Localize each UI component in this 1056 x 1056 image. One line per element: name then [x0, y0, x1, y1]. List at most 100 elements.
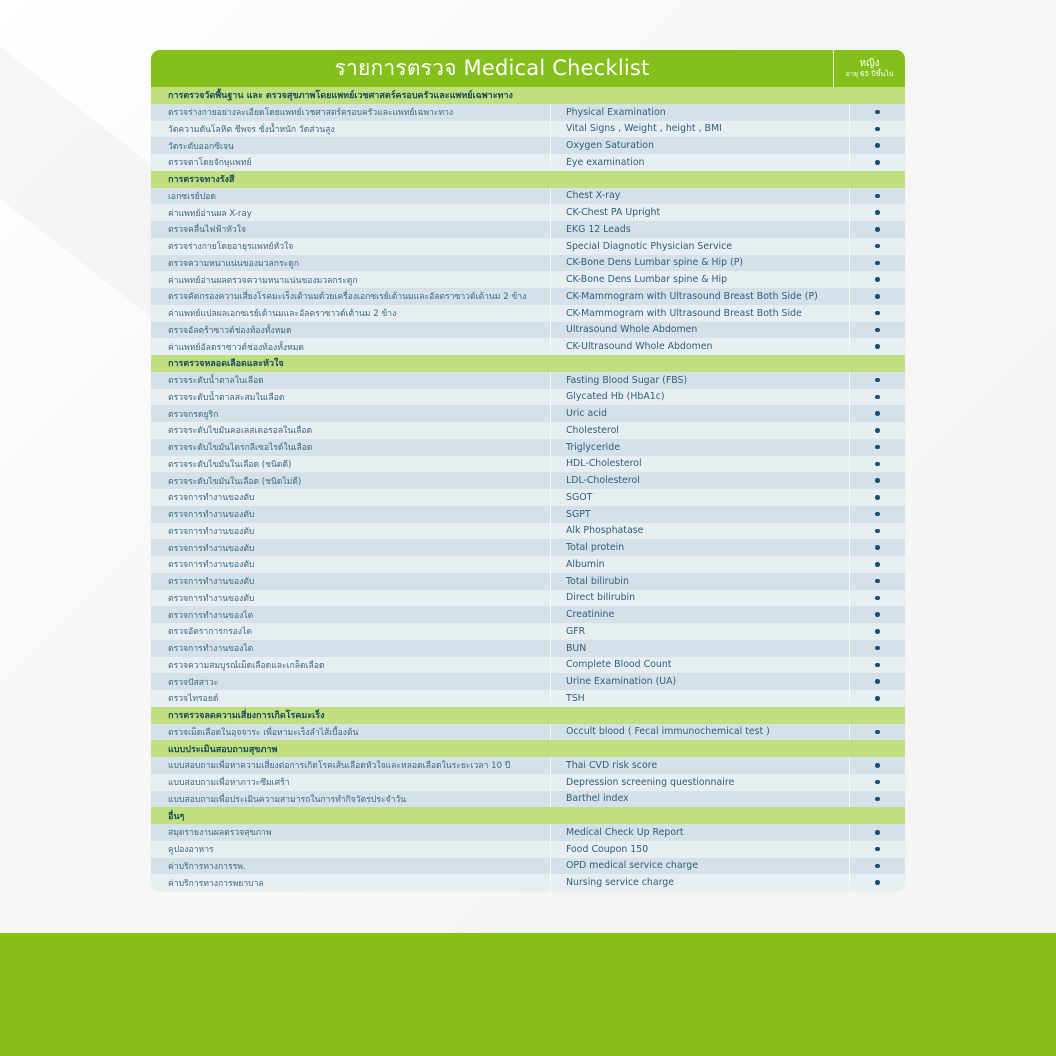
bullet-dot-icon	[875, 662, 880, 668]
table-row: ตรวจอัตราการกรองไต GFR	[151, 623, 905, 640]
section-title: การตรวจทางรังสี	[168, 175, 235, 186]
item-thai-label: แบบสอบถามเพื่อหาภาวะซึมเศร้า	[168, 778, 290, 789]
item-thai-label: ตรวจระดับน้ำตาลสะสมในเลือด	[168, 392, 285, 403]
item-included-cell	[849, 405, 905, 422]
table-body: การตรวจวัดพื้นฐาน และ ตรวจสุขภาพโดยแพทย์…	[151, 87, 905, 891]
item-included-cell	[849, 338, 905, 355]
item-included-cell	[849, 388, 905, 406]
table-row: ตรวจการทำงานของตับ SGPT	[151, 505, 905, 523]
table-row: ตรวจการทำงานของตับ Direct bilirubin	[151, 589, 905, 607]
table-row: ตรวจร่างกายอย่างละเอียดโดยแพทย์เวชศาสตร์…	[151, 103, 905, 121]
bullet-dot-icon	[875, 696, 880, 701]
table-row: ตรวจการทำงานของไต BUN	[151, 639, 905, 657]
table-row: ตรวจระดับน้ำตาลสะสมในเลือด Glycated Hb (H…	[151, 388, 905, 406]
table-row: ตรวจระดับไขมันไตรกลีเซอไรด์ในเลือด Trigly…	[151, 438, 905, 456]
item-thai-label: ตรวจตาโดยจักษุแพทย์	[168, 158, 252, 169]
bullet-dot-icon	[875, 511, 880, 517]
bullet-dot-icon	[875, 612, 880, 617]
section-title: แบบประเมินสอบถามสุขภาพ	[168, 744, 278, 755]
item-included-cell	[849, 840, 905, 858]
item-thai-label: ตรวจระดับไขมันไตรกลีเซอไรด์ในเลือด	[168, 443, 313, 454]
bullet-dot-icon	[875, 545, 880, 550]
item-thai-label: ตรวจคัดกรองความเสี่ยงโรคมะเร็งเต้านมด้วย…	[168, 292, 527, 303]
section-header: การตรวจหลอดเลือดและหัวใจ	[151, 355, 905, 372]
item-english-label: Uric acid	[550, 405, 849, 422]
bottom-green-band	[0, 933, 1056, 1056]
item-thai-label: ตรวจความหนาแน่นของมวลกระดูก	[168, 258, 299, 269]
item-included-cell	[849, 556, 905, 573]
item-included-cell	[849, 623, 905, 640]
bullet-dot-icon	[875, 444, 880, 450]
table-row: ตรวจระดับน้ำตาลในเลือด Fasting Blood Suga…	[151, 371, 905, 389]
table-row: วัดความดันโลหิต ชีพจร ชั่งน้ำหนัก วัดส่ว…	[151, 120, 905, 138]
item-thai-label: แบบสอบถามเพื่อประเมินความสามารถในการทำกิ…	[168, 794, 407, 805]
item-thai-label: ตรวจการทำงานของตับ	[168, 526, 255, 537]
table-row: ตรวจระดับไขมันในเลือด (ชนิดไม่ดี) LDL-Cho…	[151, 472, 905, 489]
item-thai-label: ตรวจการทำงานของไต	[168, 644, 254, 655]
item-english-label: EKG 12 Leads	[550, 221, 849, 238]
item-english-label: SGOT	[550, 489, 849, 506]
bullet-dot-icon	[875, 763, 880, 768]
item-english-label: Total protein	[550, 539, 849, 556]
bullet-dot-icon	[875, 210, 880, 215]
item-english-label: Medical Check Up Report	[550, 824, 849, 841]
item-thai-label: ตรวจร่างกายอย่างละเอียดโดยแพทย์เวชศาสตร์…	[168, 108, 454, 119]
item-english-label: Oxygen Saturation	[550, 137, 849, 154]
item-thai-label: ตรวจร่างกายโดยอายุรแพทย์หัวใจ	[168, 242, 294, 253]
medical-checklist-table: รายการตรวจ Medical Checklist หญิง อายุ 6…	[151, 50, 905, 891]
item-included-cell	[849, 237, 905, 255]
item-included-cell	[849, 522, 905, 540]
item-included-cell	[849, 790, 905, 808]
bullet-dot-icon	[875, 478, 880, 483]
table-row: ตรวจความสมบูรณ์เม็ดเลือดและเกล็ดเลือด Com…	[151, 656, 905, 674]
section-title: อื่นๆ	[168, 811, 185, 822]
item-english-label: Vital Signs , Weight , height , BMI	[550, 120, 849, 138]
table-row: ค่าแพทย์อ่านผล X-ray CK-Chest PA Upright	[151, 204, 905, 221]
table-row: ตรวจการทำงานของไต Creatinine	[151, 606, 905, 623]
bullet-dot-icon	[875, 846, 880, 852]
column-header-female-65: หญิง อายุ 65 ปีขึ้นไป	[833, 50, 905, 87]
item-thai-label: คูปองอาหาร	[168, 845, 214, 856]
item-included-cell	[849, 572, 905, 590]
bullet-dot-icon	[875, 243, 880, 249]
item-english-label: Cholesterol	[550, 422, 849, 439]
table-title: รายการตรวจ Medical Checklist	[334, 56, 650, 80]
table-row: ตรวจการทำงานของตับ Alk Phosphatase	[151, 522, 905, 540]
item-included-cell	[849, 288, 905, 305]
section-header: อื่นๆ	[151, 807, 905, 824]
item-included-cell	[849, 639, 905, 657]
bullet-dot-icon	[875, 143, 880, 148]
table-row: ค่าแพทย์แปลผลเอกซเรย์เต้านมและอัลตราซาวด…	[151, 304, 905, 322]
item-english-label: Urine Examination (UA)	[550, 673, 849, 690]
item-english-label: Glycated Hb (HbA1c)	[550, 388, 849, 406]
item-included-cell	[849, 137, 905, 154]
bullet-dot-icon	[875, 645, 880, 651]
item-english-label: CK-Bone Dens Lumbar spine & Hip	[550, 271, 849, 288]
item-included-cell	[849, 271, 905, 288]
bullet-dot-icon	[875, 411, 880, 416]
item-thai-label: ตรวจการทำงานของตับ	[168, 560, 255, 571]
item-included-cell	[849, 371, 905, 389]
item-thai-label: ตรวจการทำงานของตับ	[168, 543, 255, 554]
table-row: ค่าแพทย์อ่านผลตรวจความหนาแน่นของมวลกระดู…	[151, 271, 905, 288]
item-thai-label: ตรวจระดับไขมันในเลือด (ชนิดดี)	[168, 459, 292, 470]
item-thai-label: ตรวจเม็ดเลือดในอุจจาระ เพื่อหามะเร็งลำไส…	[168, 727, 359, 738]
item-included-cell	[849, 690, 905, 707]
item-thai-label: ตรวจปัสสาวะ	[168, 677, 219, 688]
table-row: ตรวจร่างกายโดยอายุรแพทย์หัวใจ Special Dia…	[151, 237, 905, 255]
table-row: ตรวจตาโดยจักษุแพทย์ Eye examination	[151, 154, 905, 171]
bullet-dot-icon	[875, 595, 880, 601]
bullet-dot-icon	[875, 863, 880, 869]
bullet-dot-icon	[875, 880, 880, 885]
item-english-label: OPD medical service charge	[550, 857, 849, 875]
item-english-label: Special Diagnotic Physician Service	[550, 237, 849, 255]
bullet-dot-icon	[875, 193, 880, 199]
section-title: การตรวจวัดพื้นฐาน และ ตรวจสุขภาพโดยแพทย์…	[168, 91, 513, 102]
item-included-cell	[849, 254, 905, 272]
item-included-cell	[849, 438, 905, 456]
item-thai-label: วัดความดันโลหิต ชีพจร ชั่งน้ำหนัก วัดส่ว…	[168, 124, 335, 135]
item-thai-label: ค่าบริการทางการพยาบาล	[168, 878, 264, 889]
item-included-cell	[849, 187, 905, 205]
bullet-dot-icon	[875, 629, 880, 634]
item-english-label: LDL-Cholesterol	[550, 472, 849, 489]
